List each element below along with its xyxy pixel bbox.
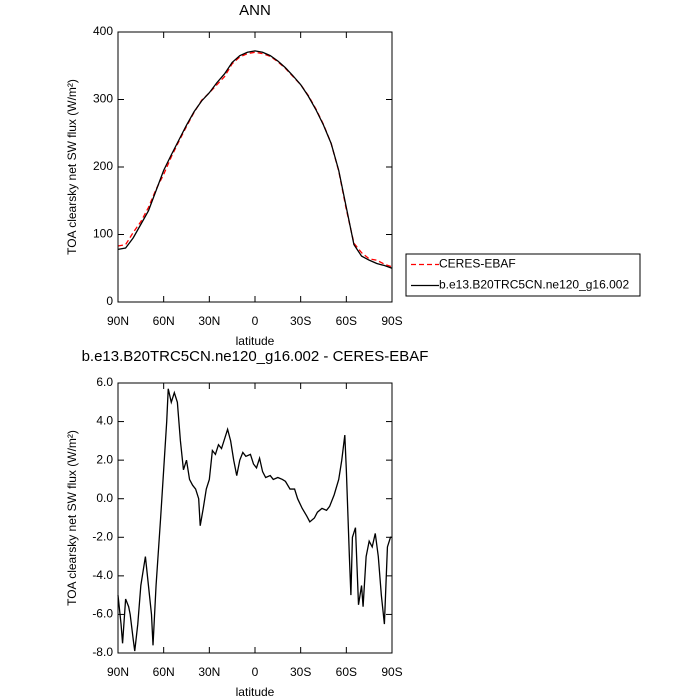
- chart-title: b.e13.B20TRC5CN.ne120_g16.002 - CERES-EB…: [82, 348, 429, 365]
- x-tick-label: 90S: [381, 314, 402, 328]
- x-axis-label: latitude: [236, 685, 275, 699]
- legend-label: b.e13.B20TRC5CN.ne120_g16.002: [439, 278, 629, 292]
- y-tick-label: 4.0: [96, 414, 113, 428]
- y-axis-label: TOA clearsky net SW flux (W/m²): [65, 430, 79, 606]
- data-line: [117, 388, 392, 652]
- y-tick-label: 0.0: [96, 491, 113, 505]
- x-tick-label: 0: [252, 314, 259, 328]
- x-tick-label: 90N: [107, 665, 129, 679]
- y-tick-label: -6.0: [92, 607, 113, 621]
- y-tick-label: 400: [93, 24, 113, 38]
- x-tick-label: 60N: [153, 665, 175, 679]
- x-tick-label: 30S: [290, 665, 311, 679]
- y-tick-label: 100: [93, 227, 113, 241]
- x-axis-label: latitude: [236, 334, 275, 348]
- legend-box: [405, 253, 641, 297]
- x-tick-label: 60S: [336, 665, 357, 679]
- x-tick-label: 30N: [198, 665, 220, 679]
- x-tick-label: 90N: [107, 314, 129, 328]
- y-tick-label: 300: [93, 92, 113, 106]
- y-tick-label: 6.0: [96, 375, 113, 389]
- x-tick-label: 30N: [198, 314, 220, 328]
- x-tick-label: 0: [252, 665, 259, 679]
- y-tick-label: -8.0: [92, 645, 113, 659]
- data-line: [117, 50, 393, 269]
- data-line: [117, 51, 393, 268]
- legend-label: CERES-EBAF: [439, 257, 516, 271]
- y-tick-label: -2.0: [92, 529, 113, 543]
- y-tick-label: 200: [93, 159, 113, 173]
- y-tick-label: -4.0: [92, 568, 113, 582]
- y-tick-label: 2.0: [96, 452, 113, 466]
- y-axis-label: TOA clearsky net SW flux (W/m²): [65, 79, 79, 255]
- x-tick-label: 60S: [336, 314, 357, 328]
- chart-title: ANN: [239, 2, 271, 19]
- x-tick-label: 30S: [290, 314, 311, 328]
- plot-frame: [117, 382, 393, 654]
- y-tick-label: 0: [106, 294, 113, 308]
- plot-frame: [117, 31, 393, 303]
- x-tick-label: 60N: [153, 314, 175, 328]
- x-tick-label: 90S: [381, 665, 402, 679]
